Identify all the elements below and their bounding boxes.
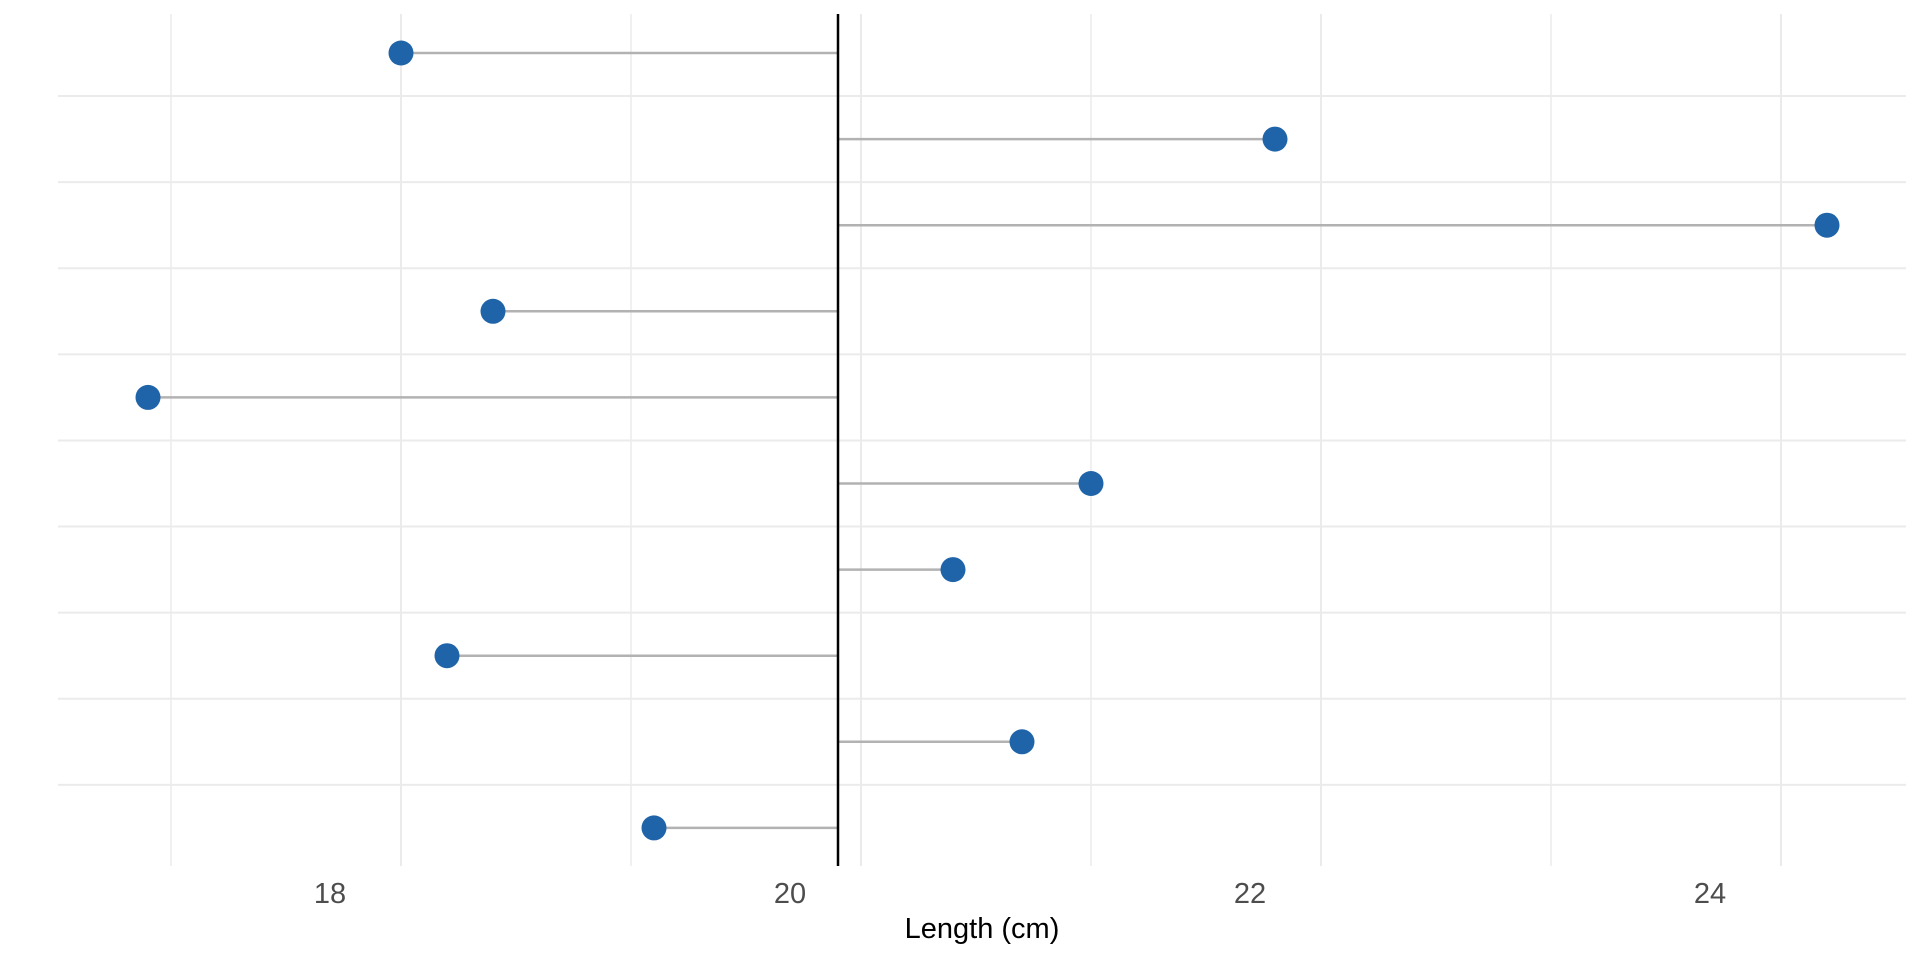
x-tick-label: 24 — [1694, 878, 1726, 910]
data-point — [1009, 729, 1035, 755]
data-point — [940, 557, 966, 583]
data-point — [388, 40, 414, 66]
stems-group — [148, 51, 1827, 830]
points-group — [135, 40, 1840, 841]
data-point — [434, 643, 460, 669]
data-point — [1078, 471, 1104, 496]
data-point — [1814, 212, 1840, 238]
x-axis-tick-labels: 18 20 22 24 — [314, 878, 1726, 910]
x-axis-title: Length (cm) — [905, 913, 1060, 945]
x-tick-label: 22 — [1234, 878, 1266, 910]
major-gridlines-vertical — [170, 14, 1782, 866]
x-tick-label: 18 — [314, 878, 346, 910]
data-point — [641, 815, 667, 841]
data-point — [135, 384, 161, 410]
data-point — [1262, 126, 1288, 152]
data-point — [480, 298, 506, 324]
minor-gridlines-horizontal — [58, 95, 1906, 786]
x-tick-label: 20 — [774, 878, 806, 910]
